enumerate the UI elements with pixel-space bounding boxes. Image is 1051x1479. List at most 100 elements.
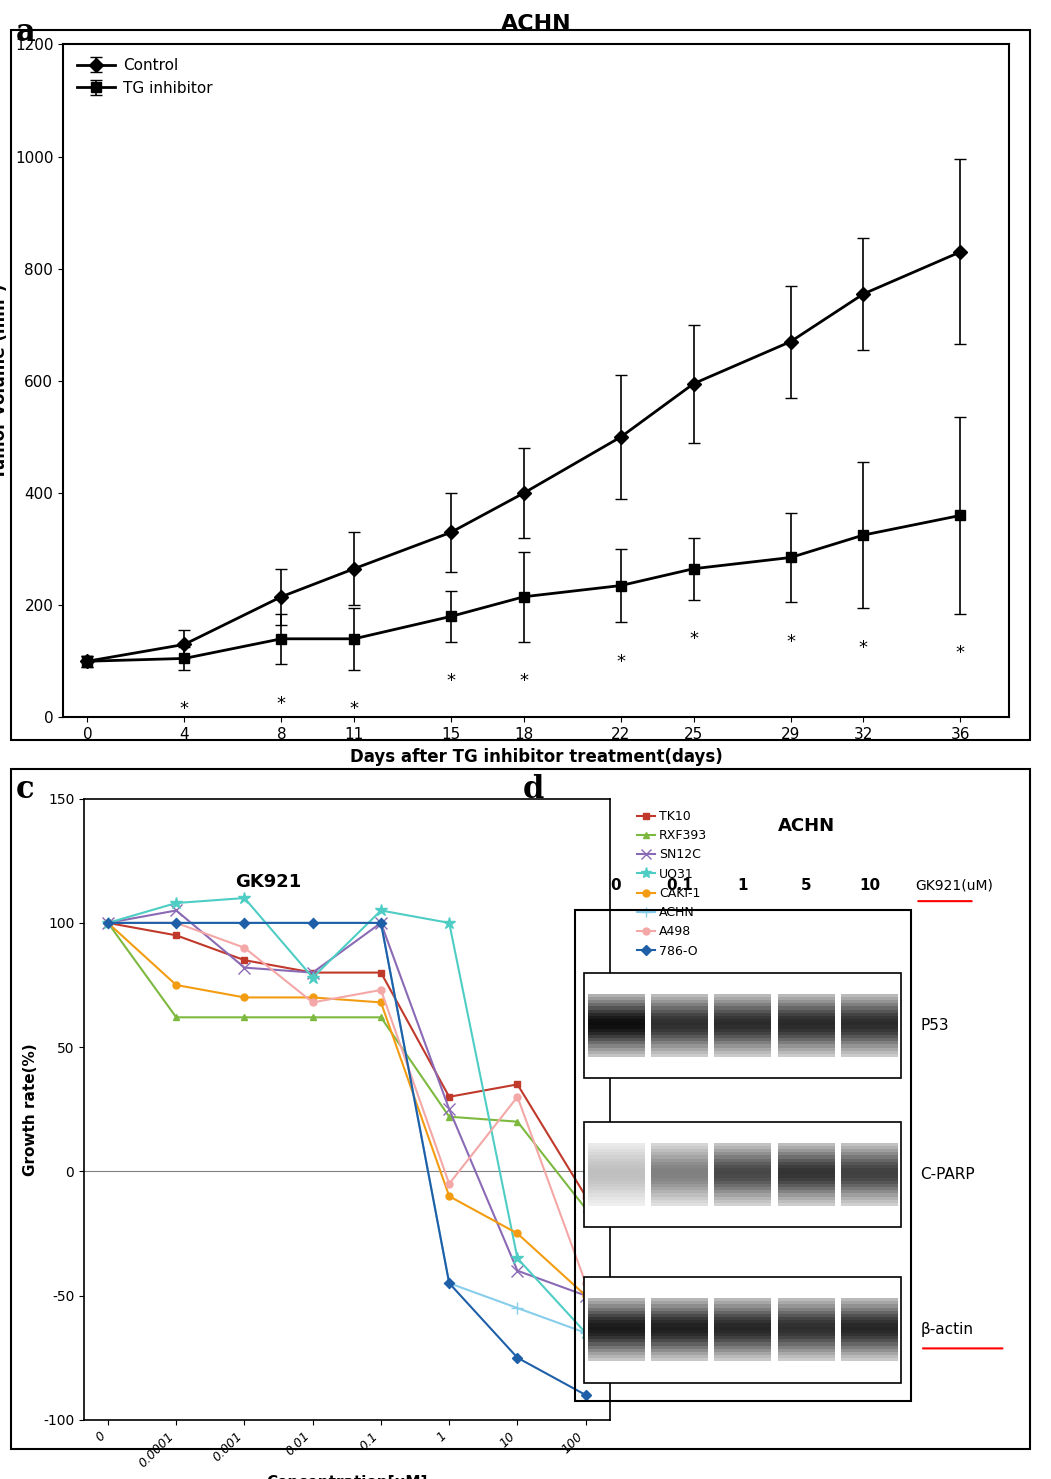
Bar	[778, 1155, 834, 1158]
SN12C	[102, 914, 115, 932]
Bar	[588, 1346, 644, 1349]
Bar	[715, 1019, 771, 1022]
Bar	[651, 1355, 708, 1358]
Bar	[841, 1158, 898, 1162]
Bar	[715, 1162, 771, 1165]
Bar	[651, 1177, 708, 1180]
Bar	[715, 1346, 771, 1349]
Bar	[651, 1055, 708, 1057]
Bar	[778, 1340, 834, 1343]
Bar	[588, 1355, 644, 1358]
Bar	[651, 1185, 708, 1188]
Text: *: *	[616, 652, 625, 671]
Bar	[651, 1324, 708, 1327]
Bar	[715, 1349, 771, 1352]
Bar	[651, 1038, 708, 1041]
Bar	[841, 994, 898, 997]
Bar	[715, 1003, 771, 1006]
Bar	[715, 1055, 771, 1057]
Bar	[651, 1032, 708, 1035]
Bar	[715, 1191, 771, 1194]
Bar	[778, 1302, 834, 1304]
Bar	[778, 1185, 834, 1188]
Bar	[588, 1041, 644, 1044]
Bar	[841, 1032, 898, 1035]
Bar	[588, 1047, 644, 1050]
CAKI-1	[579, 1287, 592, 1304]
Bar	[715, 1016, 771, 1019]
Bar	[715, 1149, 771, 1152]
Bar	[588, 1143, 644, 1146]
Bar	[778, 1199, 834, 1202]
Bar	[651, 1152, 708, 1155]
Bar	[588, 1180, 644, 1185]
Bar	[588, 1177, 644, 1180]
Bar	[651, 1180, 708, 1185]
Bar	[651, 1022, 708, 1025]
Bar	[651, 1191, 708, 1194]
Bar	[588, 1327, 644, 1330]
Bar	[778, 1349, 834, 1352]
Bar	[715, 1185, 771, 1188]
UO31	[442, 914, 455, 932]
786-O	[307, 914, 320, 932]
Text: 10: 10	[859, 879, 880, 893]
Bar	[715, 1035, 771, 1038]
Bar	[588, 1055, 644, 1057]
Bar	[588, 1168, 644, 1171]
786-O	[102, 914, 115, 932]
RXF393	[239, 1009, 251, 1026]
Bar	[651, 1194, 708, 1197]
Bar	[651, 1302, 708, 1304]
Line: SN12C: SN12C	[102, 905, 592, 1302]
X-axis label: Days after TG inhibitor treatment(days): Days after TG inhibitor treatment(days)	[350, 747, 722, 766]
ACHN	[442, 1275, 455, 1293]
Bar	[651, 1330, 708, 1333]
Bar	[651, 1149, 708, 1152]
Bar	[651, 1174, 708, 1177]
UO31	[511, 1250, 523, 1268]
Bar	[841, 1003, 898, 1006]
Bar	[778, 1174, 834, 1177]
Bar	[715, 1318, 771, 1321]
Bar	[841, 1146, 898, 1149]
SN12C	[239, 958, 251, 976]
Bar	[651, 1168, 708, 1171]
Bar	[778, 1333, 834, 1336]
Bar	[715, 1032, 771, 1035]
Bar	[841, 1349, 898, 1352]
Bar	[841, 1202, 898, 1207]
Bar	[588, 1310, 644, 1313]
UO31	[374, 902, 387, 920]
Bar	[841, 1038, 898, 1041]
Bar	[651, 1010, 708, 1013]
Bar	[778, 1313, 834, 1318]
Bar	[588, 1000, 644, 1003]
Bar	[841, 1318, 898, 1321]
Bar	[778, 1152, 834, 1155]
Bar	[841, 1333, 898, 1336]
Bar	[715, 1143, 771, 1146]
Bar	[715, 1168, 771, 1171]
Text: 0.1: 0.1	[666, 879, 693, 893]
Bar	[778, 1197, 834, 1199]
Bar	[588, 1013, 644, 1016]
Text: ACHN: ACHN	[778, 818, 836, 836]
Line: A498: A498	[104, 920, 590, 1287]
Bar	[778, 1299, 834, 1302]
786-O	[442, 1275, 455, 1293]
Bar	[715, 1174, 771, 1177]
Bar	[588, 1019, 644, 1022]
SN12C	[374, 914, 387, 932]
Bar	[778, 1191, 834, 1194]
Bar	[778, 1028, 834, 1032]
Bar	[651, 1016, 708, 1019]
Bar	[841, 1044, 898, 1047]
Bar	[715, 1304, 771, 1307]
Bar	[715, 994, 771, 997]
Bar	[841, 1174, 898, 1177]
Bar	[588, 1307, 644, 1310]
Bar	[651, 1050, 708, 1055]
Line: RXF393: RXF393	[104, 920, 590, 1213]
Bar	[841, 1177, 898, 1180]
